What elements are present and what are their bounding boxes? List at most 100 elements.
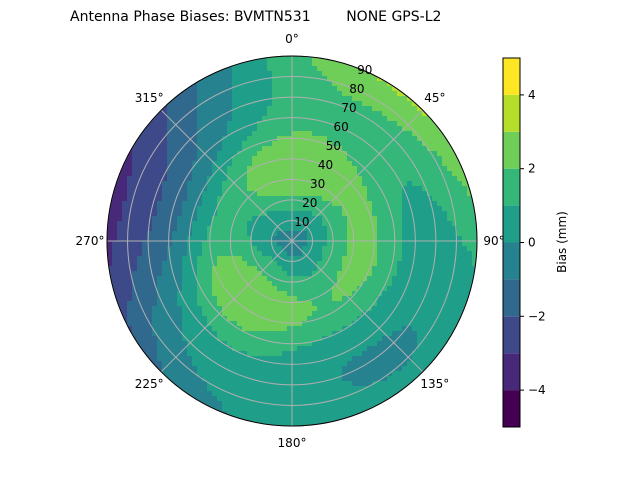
bias-cell — [402, 271, 408, 277]
bias-cell — [377, 376, 383, 382]
bias-cell — [167, 151, 173, 157]
bias-cell — [292, 171, 298, 177]
bias-cell — [247, 416, 253, 422]
bias-cell — [262, 186, 268, 192]
bias-cell — [132, 241, 138, 247]
bias-cell — [422, 176, 428, 182]
bias-cell — [412, 311, 418, 317]
angular-gridline — [160, 109, 293, 242]
bias-cell — [262, 376, 268, 382]
bias-cell — [267, 416, 273, 422]
bias-cell — [307, 416, 313, 422]
bias-cell — [317, 106, 323, 112]
bias-cell — [272, 241, 278, 247]
bias-cell — [297, 411, 303, 417]
bias-cell — [262, 111, 268, 117]
bias-cell — [382, 196, 388, 202]
bias-cell — [452, 141, 458, 147]
bias-cell — [382, 191, 388, 197]
bias-cell — [292, 376, 298, 382]
bias-cell — [262, 91, 268, 97]
bias-cell — [252, 401, 258, 407]
bias-cell — [302, 171, 308, 177]
bias-cell — [237, 121, 243, 127]
bias-cell — [242, 381, 248, 387]
bias-cell — [297, 61, 303, 67]
bias-cell — [207, 316, 213, 322]
bias-cell — [202, 106, 208, 112]
bias-cell — [152, 241, 158, 247]
bias-cell — [127, 181, 133, 187]
bias-cell — [362, 361, 368, 367]
bias-cell — [187, 301, 193, 307]
bias-cell — [257, 241, 263, 247]
bias-cell — [447, 231, 453, 237]
bias-cell — [427, 116, 433, 122]
bias-cell — [127, 256, 133, 262]
bias-cell — [232, 381, 238, 387]
bias-cell — [447, 296, 453, 302]
bias-cell — [267, 121, 273, 127]
bias-cell — [277, 281, 283, 287]
bias-cell — [342, 351, 348, 357]
bias-cell — [372, 161, 378, 167]
bias-cell — [237, 236, 243, 242]
bias-cell — [412, 271, 418, 277]
bias-cell — [252, 176, 258, 182]
bias-cell — [417, 261, 423, 267]
bias-cell — [372, 306, 378, 312]
bias-cell — [127, 261, 133, 267]
bias-cell — [312, 141, 318, 147]
bias-cell — [317, 96, 323, 102]
bias-cell — [192, 256, 198, 262]
bias-cell — [352, 66, 358, 72]
bias-cell — [292, 371, 298, 377]
bias-cell — [402, 286, 408, 292]
bias-cell — [112, 226, 118, 232]
bias-cell — [197, 221, 203, 227]
bias-cell — [382, 141, 388, 147]
bias-cell — [327, 296, 333, 302]
bias-cell — [172, 266, 178, 272]
bias-cell — [287, 231, 293, 237]
bias-cell — [217, 376, 223, 382]
bias-cell — [412, 161, 418, 167]
bias-cell — [122, 316, 128, 322]
bias-cell — [372, 351, 378, 357]
bias-cell — [272, 296, 278, 302]
bias-cell — [157, 201, 163, 207]
bias-cell — [287, 281, 293, 287]
bias-cell — [352, 211, 358, 217]
bias-cell — [317, 356, 323, 362]
bias-cell — [227, 91, 233, 97]
bias-cell — [302, 331, 308, 337]
bias-cell — [242, 271, 248, 277]
bias-cell — [332, 416, 338, 422]
bias-cell — [247, 321, 253, 327]
bias-cell — [202, 196, 208, 202]
bias-cell — [447, 146, 453, 152]
bias-cell — [292, 166, 298, 172]
bias-cell — [427, 201, 433, 207]
bias-cell — [182, 191, 188, 197]
bias-cell — [332, 396, 338, 402]
bias-cell — [297, 116, 303, 122]
bias-cell — [217, 391, 223, 397]
bias-cell — [412, 126, 418, 132]
bias-cell — [182, 266, 188, 272]
bias-cell — [297, 236, 303, 242]
bias-cell — [112, 211, 118, 217]
bias-cell — [362, 376, 368, 382]
bias-cell — [407, 111, 413, 117]
bias-cell — [262, 421, 268, 426]
bias-cell — [332, 356, 338, 362]
bias-cell — [262, 311, 268, 317]
bias-cell — [327, 166, 333, 172]
bias-cell — [287, 346, 293, 352]
bias-cell — [332, 271, 338, 277]
bias-cell — [297, 351, 303, 357]
bias-cell — [292, 246, 298, 252]
bias-cell — [437, 221, 443, 227]
bias-cell — [302, 271, 308, 277]
bias-cell — [167, 366, 173, 372]
